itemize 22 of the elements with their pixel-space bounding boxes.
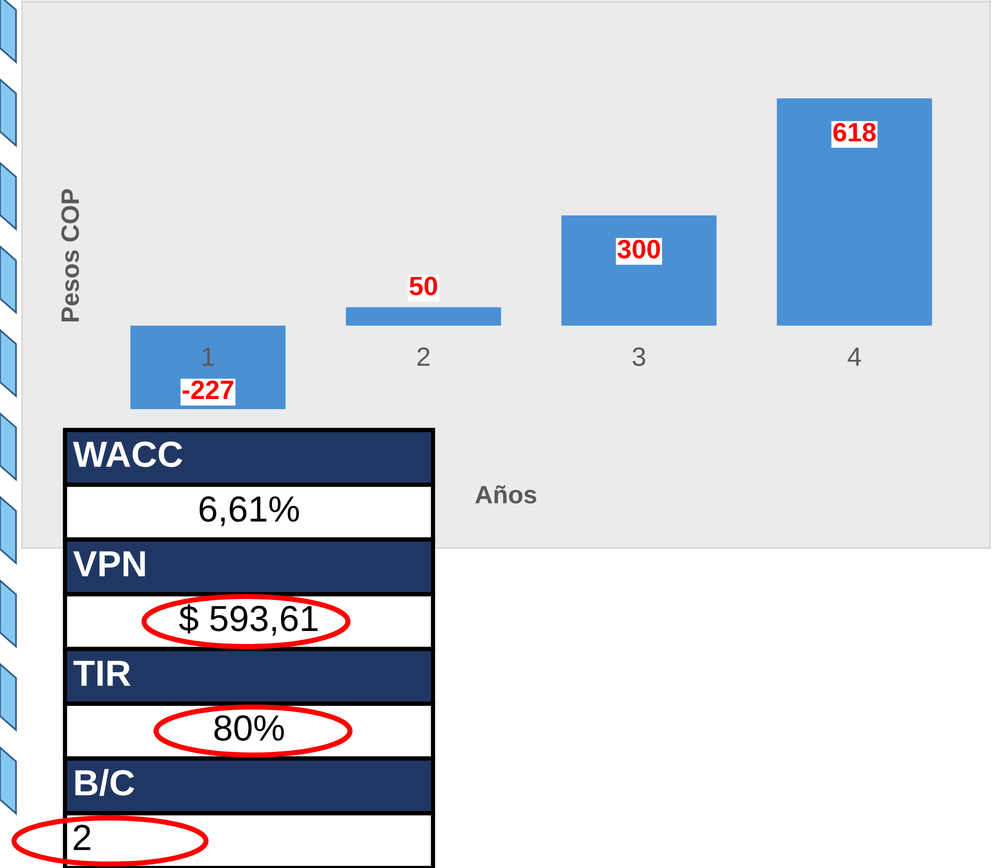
text: B/C [75,769,134,796]
x-tick-label: 2 [417,347,430,366]
bar [776,98,932,326]
text: TIR [73,660,130,686]
data-label: 50 [410,276,438,296]
data-label: 618 [833,122,876,142]
bar [130,326,286,410]
text: VPN [73,551,145,576]
data-label: 300 [618,240,660,258]
text: $ 593,61 [179,604,318,636]
text: 80% [214,715,284,741]
text: 6,61% [200,496,299,526]
x-axis-title: Años [475,485,536,504]
text: 2 [74,824,90,850]
bar [346,307,502,326]
data-label: -227 [182,380,234,399]
x-tick-label: 1 [202,348,214,366]
x-tick-label: 3 [632,347,646,366]
bar [561,215,717,326]
text: WACC [73,441,182,468]
y-axis-title: Pesos COP [61,189,80,322]
x-tick-label: 4 [848,348,862,366]
